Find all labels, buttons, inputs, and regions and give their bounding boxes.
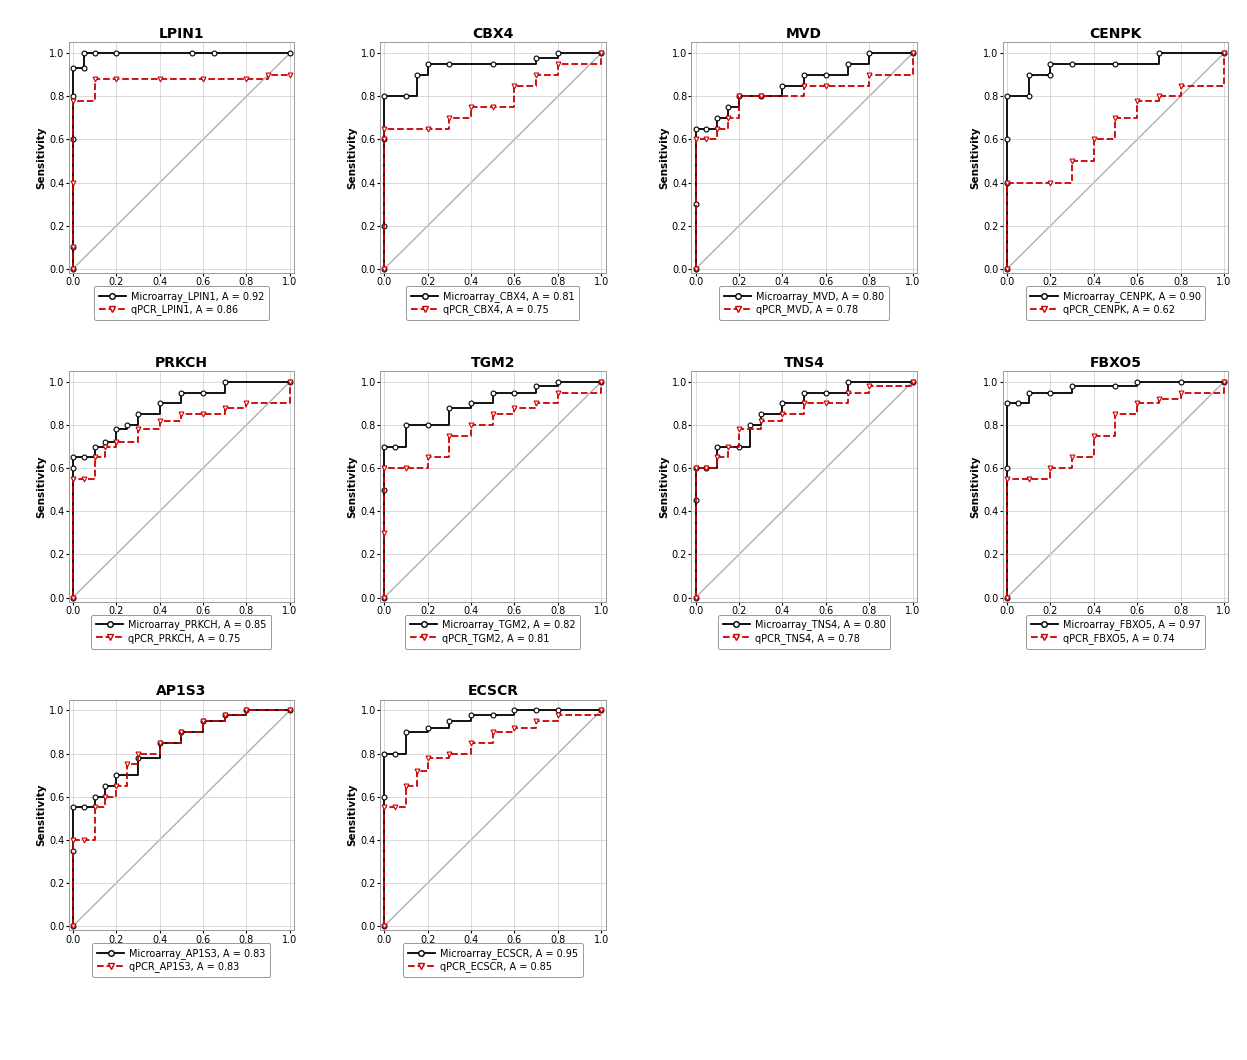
- Y-axis label: Sensitivity: Sensitivity: [36, 126, 46, 189]
- Title: AP1S3: AP1S3: [156, 685, 207, 699]
- X-axis label: 1 - Specificity: 1 - Specificity: [141, 290, 222, 300]
- Y-axis label: Sensitivity: Sensitivity: [658, 126, 668, 189]
- Legend: Microarray_LPIN1, A = 0.92, qPCR_LPIN1, A = 0.86: Microarray_LPIN1, A = 0.92, qPCR_LPIN1, …: [94, 286, 269, 320]
- Legend: Microarray_TNS4, A = 0.80, qPCR_TNS4, A = 0.78: Microarray_TNS4, A = 0.80, qPCR_TNS4, A …: [718, 615, 890, 649]
- X-axis label: 1 - Specificity: 1 - Specificity: [764, 619, 844, 629]
- X-axis label: 1 - Specificity: 1 - Specificity: [141, 948, 222, 957]
- Title: CBX4: CBX4: [473, 28, 514, 41]
- X-axis label: 1 - Specificity: 1 - Specificity: [453, 619, 532, 629]
- Y-axis label: Sensitivity: Sensitivity: [658, 455, 668, 517]
- X-axis label: 1 - Specificity: 1 - Specificity: [1075, 619, 1156, 629]
- Legend: Microarray_MVD, A = 0.80, qPCR_MVD, A = 0.78: Microarray_MVD, A = 0.80, qPCR_MVD, A = …: [720, 286, 889, 320]
- X-axis label: 1 - Specificity: 1 - Specificity: [141, 619, 222, 629]
- Title: LPIN1: LPIN1: [158, 28, 205, 41]
- Legend: Microarray_AP1S3, A = 0.83, qPCR_AP1S3, A = 0.83: Microarray_AP1S3, A = 0.83, qPCR_AP1S3, …: [92, 943, 271, 977]
- Y-axis label: Sensitivity: Sensitivity: [36, 783, 46, 846]
- Legend: Microarray_CENPK, A = 0.90, qPCR_CENPK, A = 0.62: Microarray_CENPK, A = 0.90, qPCR_CENPK, …: [1025, 286, 1206, 320]
- Legend: Microarray_FBXO5, A = 0.97, qPCR_FBXO5, A = 0.74: Microarray_FBXO5, A = 0.97, qPCR_FBXO5, …: [1026, 615, 1206, 649]
- Y-axis label: Sensitivity: Sensitivity: [348, 783, 358, 846]
- Y-axis label: Sensitivity: Sensitivity: [348, 455, 358, 517]
- Legend: Microarray_CBX4, A = 0.81, qPCR_CBX4, A = 0.75: Microarray_CBX4, A = 0.81, qPCR_CBX4, A …: [407, 286, 580, 320]
- X-axis label: 1 - Specificity: 1 - Specificity: [764, 290, 844, 300]
- Title: CENPK: CENPK: [1090, 28, 1142, 41]
- Legend: Microarray_PRKCH, A = 0.85, qPCR_PRKCH, A = 0.75: Microarray_PRKCH, A = 0.85, qPCR_PRKCH, …: [91, 615, 272, 649]
- Y-axis label: Sensitivity: Sensitivity: [970, 455, 980, 517]
- Title: MVD: MVD: [786, 28, 822, 41]
- Title: PRKCH: PRKCH: [155, 356, 208, 370]
- Title: FBXO5: FBXO5: [1090, 356, 1141, 370]
- X-axis label: 1 - Specificity: 1 - Specificity: [453, 948, 532, 957]
- Title: ECSCR: ECSCR: [468, 685, 519, 699]
- Title: TNS4: TNS4: [783, 356, 824, 370]
- Legend: Microarray_ECSCR, A = 0.95, qPCR_ECSCR, A = 0.85: Microarray_ECSCR, A = 0.95, qPCR_ECSCR, …: [403, 943, 582, 977]
- Y-axis label: Sensitivity: Sensitivity: [36, 455, 46, 517]
- Title: TGM2: TGM2: [470, 356, 515, 370]
- Y-axis label: Sensitivity: Sensitivity: [348, 126, 358, 189]
- Y-axis label: Sensitivity: Sensitivity: [970, 126, 980, 189]
- Legend: Microarray_TGM2, A = 0.82, qPCR_TGM2, A = 0.81: Microarray_TGM2, A = 0.82, qPCR_TGM2, A …: [405, 615, 580, 649]
- X-axis label: 1 - Specificity: 1 - Specificity: [453, 290, 532, 300]
- X-axis label: 1 - Specificity: 1 - Specificity: [1075, 290, 1156, 300]
